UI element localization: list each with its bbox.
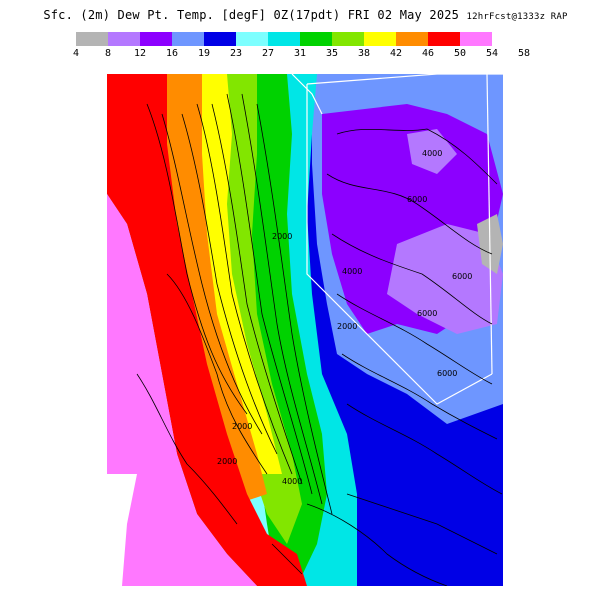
- legend-swatch: [364, 32, 396, 46]
- legend-tick-label: 38: [357, 48, 371, 59]
- legend-swatch: [460, 32, 492, 46]
- legend-tick-label: 54: [485, 48, 499, 59]
- region-ocean: [107, 194, 257, 586]
- legend-swatch: [396, 32, 428, 46]
- legend-tick-label: 50: [453, 48, 467, 59]
- contour-label: 2000: [217, 457, 237, 466]
- contour-label: 6000: [407, 195, 427, 204]
- legend-tick-label: 27: [261, 48, 275, 59]
- map-title-run: 12hrFcst@1333z RAP: [466, 12, 568, 22]
- legend-tick-label: 23: [229, 48, 243, 59]
- legend-swatch: [524, 32, 556, 46]
- contour-label: 2000: [232, 422, 252, 431]
- region-blank: [107, 474, 137, 586]
- state-border-ca-nv: [306, 84, 493, 405]
- map-svg: 4000 6000 6000 2000 4000 2000 6000 2000 …: [107, 74, 503, 586]
- legend-tick-label: 12: [133, 48, 147, 59]
- region-red: [107, 74, 307, 586]
- legend-ticks: 4 8 12 16 19 23 27 31 35 38 42 46 50 54 58: [60, 48, 580, 62]
- region-lilac-north: [407, 129, 457, 174]
- legend-tick-label: 42: [389, 48, 403, 59]
- legend-swatch: [76, 32, 108, 46]
- legend-swatch: [268, 32, 300, 46]
- contour-label: 6000: [437, 369, 457, 378]
- legend-tick-label: 35: [325, 48, 339, 59]
- map-title: Sfc. (2m) Dew Pt. Temp. [degF] 0Z(17pdt)…: [0, 8, 611, 22]
- contour-label: 4000: [422, 149, 442, 158]
- legend-swatch: [428, 32, 460, 46]
- dewpoint-map: 4000 6000 6000 2000 4000 2000 6000 2000 …: [107, 74, 503, 586]
- legend-swatch: [332, 32, 364, 46]
- contour-label: 2000: [337, 322, 357, 331]
- legend-tick-label: 8: [104, 48, 112, 59]
- legend-tick-label: 16: [165, 48, 179, 59]
- legend-swatch: [204, 32, 236, 46]
- contour-label: 6000: [417, 309, 437, 318]
- color-legend: [76, 32, 556, 46]
- contour-label: 4000: [282, 477, 302, 486]
- legend-swatch: [140, 32, 172, 46]
- state-border-or-nv: [306, 74, 503, 85]
- contour-lines: [136, 93, 503, 586]
- legend-tick-label: 19: [197, 48, 211, 59]
- legend-swatch: [492, 32, 524, 46]
- region-lilac: [387, 224, 503, 334]
- legend-tick-label: 31: [293, 48, 307, 59]
- contour-label: 4000: [342, 267, 362, 276]
- contour-label: 6000: [452, 272, 472, 281]
- state-border-north: [291, 74, 323, 115]
- legend-swatch: [172, 32, 204, 46]
- legend-swatch: [300, 32, 332, 46]
- contour-label-group: 4000 6000 6000 2000 4000 2000 6000 2000 …: [217, 149, 472, 486]
- legend-tick-label: 58: [517, 48, 531, 59]
- contour-label: 2000: [272, 232, 292, 241]
- legend-swatch: [236, 32, 268, 46]
- legend-swatch: [108, 32, 140, 46]
- region-orange: [147, 74, 267, 504]
- legend-tick-label: 4: [72, 48, 80, 59]
- legend-tick-label: 46: [421, 48, 435, 59]
- map-title-main: Sfc. (2m) Dew Pt. Temp. [degF] 0Z(17pdt)…: [43, 8, 460, 22]
